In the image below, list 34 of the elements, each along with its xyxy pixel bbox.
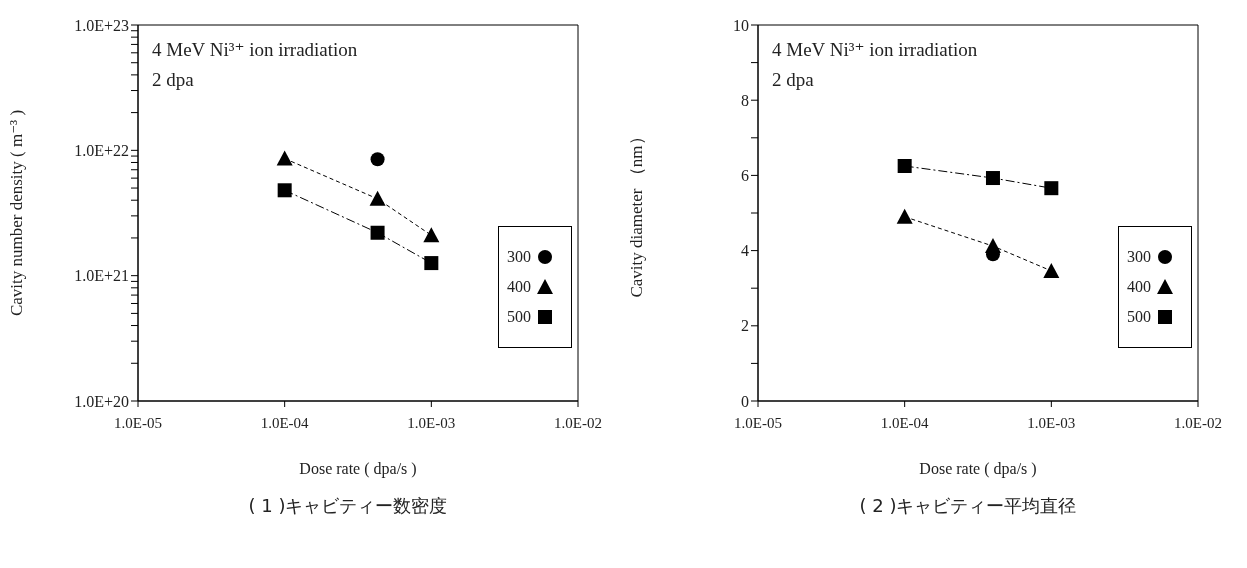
y-tick-label: 8	[741, 91, 749, 109]
x-axis-title: Dose rate ( dpa/s )	[919, 460, 1037, 479]
y-tick-label: 1.0E+20	[74, 392, 129, 410]
y-tick-label: 2	[741, 317, 749, 335]
y-tick-label: 0	[741, 392, 749, 410]
text: ( 2 )キャビティー平均直径	[858, 494, 1078, 518]
legend-label: 500	[1127, 308, 1151, 326]
legend-label: 300	[507, 248, 531, 266]
x-tick-label: 1.0E-02	[1174, 414, 1222, 431]
y-axis-title: Cavity diameter （nm）	[627, 128, 647, 298]
text: ( 1 )キャビティー数密度	[247, 494, 449, 518]
annotation: 4 MeV Ni³⁺ ion irradiation	[772, 38, 978, 62]
x-tick-label: 1.0E-05	[734, 414, 782, 431]
y-axis-title: Cavity number density ( m⁻³ )	[7, 109, 27, 317]
y-tick-label: 1.0E+23	[74, 16, 129, 34]
x-tick-label: 1.0E-03	[1027, 414, 1076, 431]
y-tick-label: 10	[733, 16, 749, 34]
legend-label: 300	[1127, 248, 1151, 266]
x-tick-label: 1.0E-05	[114, 414, 162, 431]
y-tick-label: 4	[741, 242, 749, 260]
x-tick-label: 1.0E-04	[260, 414, 310, 431]
y-tick-label: 1.0E+21	[74, 267, 129, 285]
annotation: 2 dpa	[152, 68, 195, 92]
x-axis-title: Dose rate ( dpa/s )	[299, 460, 417, 479]
y-tick-label: 6	[741, 167, 749, 185]
y-tick-label: 1.0E+22	[74, 142, 129, 160]
legend-label: 400	[507, 278, 531, 296]
x-tick-label: 1.0E-02	[554, 414, 602, 431]
x-tick-label: 1.0E-04	[880, 414, 930, 431]
legend-label: 500	[507, 308, 531, 326]
legend-label: 400	[1127, 278, 1151, 296]
x-tick-label: 1.0E-03	[407, 414, 456, 431]
annotation: 4 MeV Ni³⁺ ion irradiation	[152, 38, 358, 62]
annotation: 2 dpa	[772, 68, 815, 92]
